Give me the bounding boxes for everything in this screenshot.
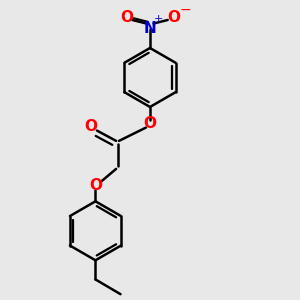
Text: O: O [89, 178, 102, 193]
Text: O: O [85, 118, 98, 134]
Text: −: − [180, 3, 191, 17]
Text: O: O [167, 10, 180, 25]
Text: +: + [154, 14, 163, 24]
Text: N: N [144, 21, 156, 36]
Text: O: O [120, 10, 133, 25]
Text: O: O [143, 116, 157, 131]
